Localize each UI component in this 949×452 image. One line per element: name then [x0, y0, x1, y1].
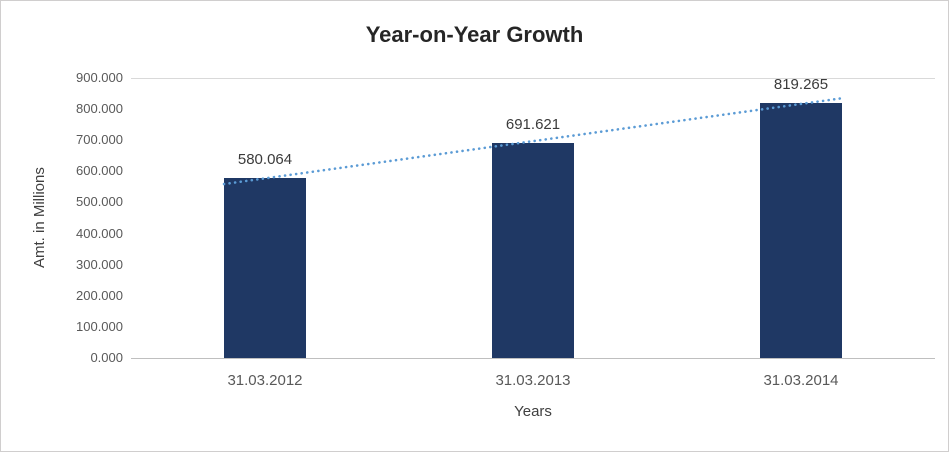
y-tick-label: 500.000 [76, 194, 123, 210]
y-tick-label: 0.000 [90, 350, 123, 365]
bar-value-label: 580.064 [237, 150, 293, 168]
bar [224, 177, 306, 358]
x-axis-baseline [131, 358, 935, 359]
y-tick-label: 700.000 [76, 132, 123, 148]
y-tick-label: 400.000 [76, 225, 123, 241]
x-tick-label: 31.03.2014 [763, 372, 839, 389]
x-tick-label: 31.03.2013 [495, 372, 571, 389]
bar-value-label: 691.621 [505, 115, 561, 133]
y-tick-label: 100.000 [76, 318, 123, 334]
x-tick-label: 31.03.2012 [227, 372, 303, 389]
y-tick-label: 800.000 [76, 101, 123, 117]
top-gridline [131, 78, 935, 79]
bar [760, 103, 842, 358]
y-tick-label: 200.000 [76, 287, 123, 303]
y-axis-title: Amt. in Millions [31, 167, 48, 269]
bar-value-label: 819.265 [773, 76, 829, 94]
y-tick-label: 900.000 [76, 70, 123, 85]
y-tick-label: 600.000 [76, 163, 123, 179]
y-tick-label: 300.000 [76, 256, 123, 272]
x-axis-title: Years [514, 403, 552, 420]
chart-title: Year-on-Year Growth [365, 22, 584, 47]
bar [492, 142, 574, 358]
